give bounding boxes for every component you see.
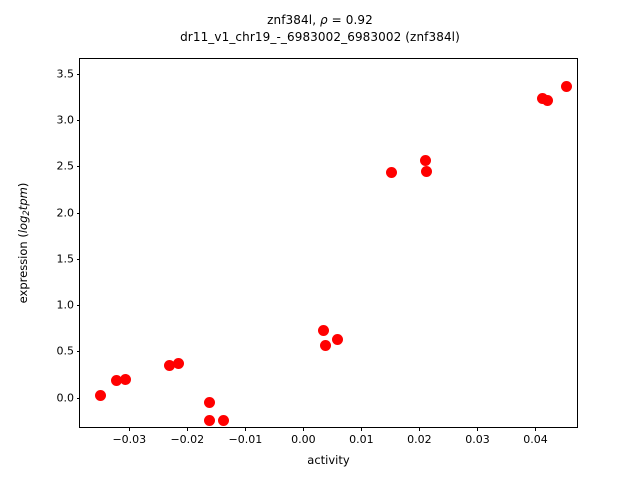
x-tick-mark: [129, 427, 131, 431]
x-tick-mark: [361, 427, 363, 431]
x-tick-label: −0.02: [170, 433, 205, 446]
plot-axes-frame: −0.03 −0.02 −0.01 0.00 0.01 0.02 0.03 0.04 0.0 0.…: [57, 58, 578, 446]
x-tick-mark: [303, 427, 305, 431]
x-axis-label: activity: [307, 453, 350, 467]
x-tick-mark: [535, 427, 537, 431]
y-tick-mark: [76, 397, 80, 399]
scatter-point: [560, 81, 572, 93]
y-tick-mark: [76, 73, 80, 75]
x-tick-label: 0.02: [407, 433, 432, 446]
scatter-point: [94, 390, 106, 402]
scatter-point: [386, 167, 398, 179]
y-tick-mark: [76, 305, 80, 307]
scatter-point: [172, 357, 184, 369]
y-tick-label: 1.0: [56, 298, 75, 312]
scatter-point: [541, 94, 553, 106]
y-tick-label: 0.5: [56, 344, 75, 358]
x-tick-mark: [419, 427, 421, 431]
chart-title-line-1: znf384l, ρ = 0.92: [267, 13, 373, 27]
scatter-point: [217, 415, 229, 427]
x-tick-label: 0.03: [465, 433, 490, 446]
y-tick-mark: [76, 120, 80, 122]
y-tick-label: 2.5: [56, 159, 75, 173]
scatter-point: [203, 415, 215, 427]
x-tick-label: 0.01: [349, 433, 374, 446]
y-tick-label: 3.5: [56, 67, 75, 81]
scatter-point: [111, 374, 123, 386]
y-tick-mark: [76, 258, 80, 260]
chart-subtitle: dr11_v1_chr19_-_6983002_6983002 (znf384l…: [180, 30, 460, 44]
chart-title-block: znf384l, ρ = 0.92 dr11_v1_chr19_-_698300…: [0, 12, 640, 46]
y-tick-label: 1.5: [56, 252, 75, 266]
y-tick-label: 0.0: [56, 391, 75, 405]
scatter-point: [317, 325, 329, 337]
scatter-point: [319, 340, 331, 352]
x-tick-label: −0.03: [112, 433, 147, 446]
x-tick-label: −0.01: [228, 433, 263, 446]
y-tick-label: 3.0: [56, 113, 75, 127]
x-tick-label: 0.04: [523, 433, 548, 446]
scatter-point: [419, 154, 431, 166]
scatter-points-layer: [80, 59, 577, 427]
y-tick-mark: [76, 166, 80, 168]
y-axis-label: expression (log2tpm): [14, 58, 34, 428]
y-axis-label-text: expression (log2tpm): [16, 182, 32, 304]
y-tick-mark: [76, 212, 80, 214]
x-tick-mark: [477, 427, 479, 431]
x-tick-label: 0.00: [291, 433, 316, 446]
x-tick-mark: [245, 427, 247, 431]
scatter-point: [163, 360, 175, 372]
x-tick-mark: [187, 427, 189, 431]
scatter-point: [119, 374, 131, 385]
scatter-point: [332, 333, 344, 345]
scatter-point: [203, 396, 215, 408]
y-tick-mark: [76, 351, 80, 353]
scatter-point: [420, 165, 432, 177]
rho-symbol: ρ: [320, 13, 328, 27]
y-tick-label: 2.0: [56, 206, 75, 220]
